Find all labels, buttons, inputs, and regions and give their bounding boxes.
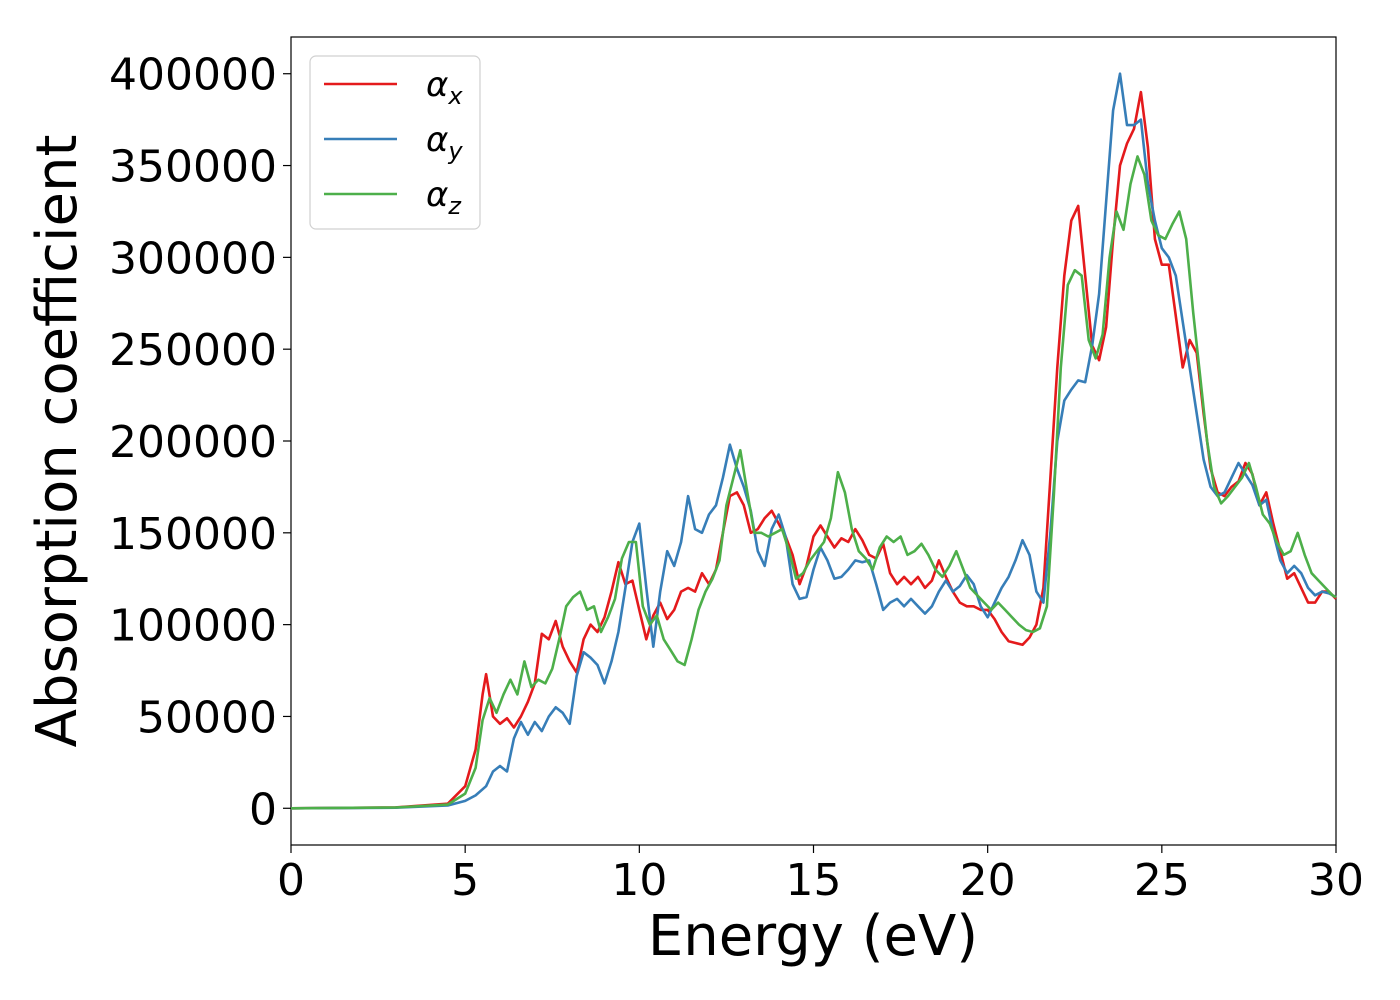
y-tick-label: 400000	[109, 50, 277, 101]
y-axis: 0 50000 100000 150000 200000 250000 300000 3500…	[109, 50, 291, 835]
x-tick-label: 0	[277, 855, 305, 906]
legend-symbol: α	[426, 175, 448, 215]
series-line-y	[290, 72, 1337, 810]
x-tick-label: 20	[960, 855, 1016, 906]
x-tick-label: 5	[451, 855, 479, 906]
legend-frame	[309, 55, 481, 230]
y-tick-label: 350000	[109, 142, 277, 193]
legend-subscript: z	[447, 192, 462, 220]
legend-label-y: αy	[426, 120, 463, 165]
x-tick-label: 10	[611, 855, 667, 906]
y-tick-label: 150000	[109, 509, 277, 560]
series-line-z	[290, 155, 1337, 810]
x-tick-label: 25	[1134, 855, 1190, 906]
legend-subscript: y	[447, 137, 463, 165]
legend-subscript: x	[447, 82, 463, 110]
y-axis-title: Absorption coefficient	[25, 135, 90, 748]
x-tick-label: 15	[786, 855, 842, 906]
legend-label-x: αx	[426, 65, 463, 110]
x-axis-title: Energy (eV)	[648, 904, 978, 969]
legend-symbol: α	[426, 120, 448, 160]
y-tick-label: 250000	[109, 325, 277, 376]
y-tick-label: 200000	[109, 417, 277, 468]
legend-label-z: αz	[426, 175, 462, 220]
x-axis: 0 5 10 15 20 25 30	[277, 845, 1364, 906]
series-layer	[290, 72, 1337, 810]
y-tick-label: 100000	[109, 601, 277, 652]
y-tick-label: 300000	[109, 233, 277, 284]
y-tick-label: 50000	[137, 692, 277, 743]
legend-symbol: α	[426, 65, 448, 105]
x-tick-label: 30	[1308, 855, 1364, 906]
y-tick-label: 0	[249, 784, 277, 835]
